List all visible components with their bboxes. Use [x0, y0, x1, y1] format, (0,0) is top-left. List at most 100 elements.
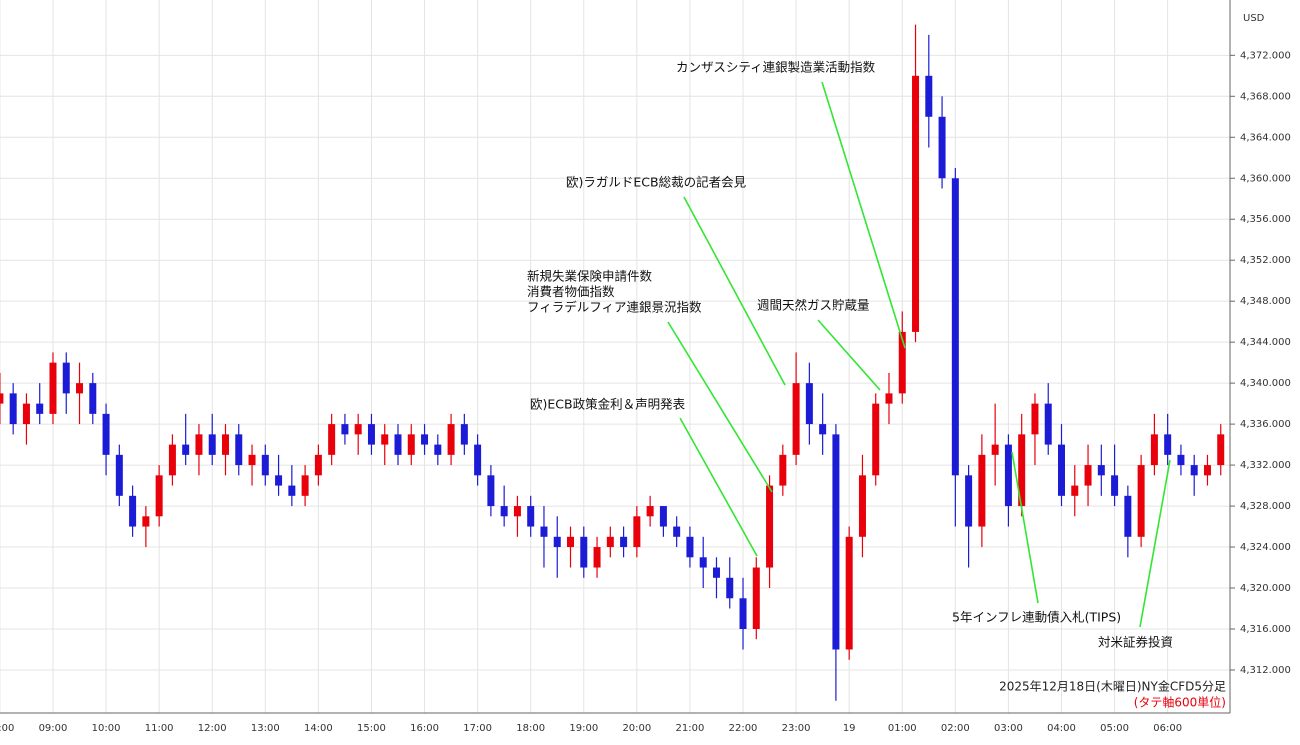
candle-body [102, 413, 110, 455]
annotation-text: 新規失業保険申請件数 [527, 269, 653, 284]
candle-body [951, 178, 959, 476]
candle-body [367, 424, 375, 445]
candle-body [460, 424, 468, 445]
candle-body [712, 567, 720, 578]
annotation-line [821, 81, 906, 349]
annotation-text: 週間天然ガス貯蔵量 [757, 298, 870, 313]
candle-body [89, 383, 97, 414]
candle-body [36, 403, 44, 414]
candle-body [1124, 495, 1132, 537]
candle-body [885, 393, 893, 404]
x-tick-label: 20:00 [622, 723, 651, 734]
y-tick-label: 4,368.000 [1240, 91, 1291, 102]
x-tick-label: 09:00 [39, 723, 68, 734]
candle-body [593, 547, 601, 568]
x-tick-label: 06:00 [1153, 723, 1182, 734]
candle-body [553, 536, 561, 548]
annotation-line [1011, 451, 1039, 604]
y-tick-label: 4,372.000 [1240, 50, 1291, 61]
x-tick-label: 19 [843, 723, 856, 734]
x-tick-label: 17:00 [463, 723, 492, 734]
candle-body [898, 331, 906, 394]
candle-body [938, 116, 946, 179]
candle-body [686, 536, 694, 558]
candle-body [301, 475, 309, 496]
annotation-text: 5年インフレ連動債入札(TIPS) [952, 610, 1121, 625]
candle-body [49, 362, 57, 414]
annotation-text: 欧)ラガルドECB総裁の記者会見 [566, 175, 747, 190]
candle-body [779, 454, 787, 486]
candle-body [474, 444, 482, 476]
candle-body [1004, 444, 1012, 507]
candle-body [527, 506, 535, 527]
x-tick-label: 21:00 [676, 723, 705, 734]
candle-body [1111, 475, 1119, 496]
y-tick-label: 4,328.000 [1240, 501, 1291, 512]
candle-body [182, 444, 190, 455]
candle-body [155, 475, 163, 517]
candle-body [407, 434, 415, 455]
x-tick-label: 16:00 [410, 723, 439, 734]
candle-body [978, 454, 986, 527]
y-tick-label: 4,312.000 [1240, 665, 1291, 676]
candle-body [434, 444, 442, 455]
annotation-line [683, 196, 786, 386]
y-tick-label: 4,324.000 [1240, 542, 1291, 553]
annotation-text: 消費者物価指数 [527, 284, 615, 299]
candle-body [500, 506, 508, 517]
candle-body [1164, 434, 1172, 455]
candle-body [845, 536, 853, 650]
candle-body [288, 485, 296, 496]
candle-body [221, 434, 229, 455]
y-tick-label: 4,340.000 [1240, 378, 1291, 389]
candle-body [248, 454, 256, 466]
candle-body [487, 475, 495, 507]
candle-body [1084, 465, 1092, 486]
caption: 2025年12月18日(木曜日)NY金CFD5分足 [999, 679, 1226, 694]
annotation-line [1139, 459, 1171, 628]
x-tick-label: 22:00 [729, 723, 758, 734]
y-tick-label: 4,316.000 [1240, 624, 1291, 635]
x-tick-label: 14:00 [304, 723, 333, 734]
caption-note: (タテ軸600単位) [1134, 695, 1226, 710]
candle-body [1177, 454, 1185, 466]
candle-body [1044, 403, 1052, 445]
y-tick-label: 4,348.000 [1240, 296, 1291, 307]
candle-body [1031, 403, 1039, 435]
x-tick-label: 02:00 [941, 723, 970, 734]
x-tick-label: 13:00 [251, 723, 280, 734]
x-tick-label: 18:00 [516, 723, 545, 734]
candle-body [606, 536, 614, 548]
y-tick-label: 4,332.000 [1240, 460, 1291, 471]
candle-body [1097, 465, 1105, 476]
annotation-text: 欧)ECB政策金利＆声明発表 [530, 397, 686, 412]
candle-body [858, 475, 866, 537]
annotations: カンザスシティ連銀製造業活動指数欧)ラガルドECB総裁の記者会見新規失業保険申請… [527, 60, 1173, 650]
candle-body [912, 75, 920, 332]
candle-body [115, 454, 123, 496]
candle-body [659, 506, 667, 527]
candle-body [195, 434, 203, 455]
y-tick-label: 4,360.000 [1240, 173, 1291, 184]
x-tick-label: 12:00 [198, 723, 227, 734]
candle-body [235, 434, 243, 466]
y-tick-label: 4,352.000 [1240, 255, 1291, 266]
candle-body [872, 403, 880, 476]
candle-body [76, 383, 84, 394]
candle-body [341, 424, 349, 435]
candle-body [633, 516, 641, 548]
candle-body [766, 485, 774, 568]
candle-body [567, 536, 575, 548]
candle-body [1203, 465, 1211, 476]
candle-body [1071, 485, 1079, 496]
candle-body [805, 383, 813, 425]
y-tick-label: 4,320.000 [1240, 583, 1291, 594]
candle-body [22, 403, 30, 425]
candle-body [1217, 434, 1225, 466]
candle-body [620, 536, 628, 548]
candle-body [580, 536, 588, 568]
y-tick-label: 4,344.000 [1240, 337, 1291, 348]
x-tick-label: 11:00 [145, 723, 174, 734]
